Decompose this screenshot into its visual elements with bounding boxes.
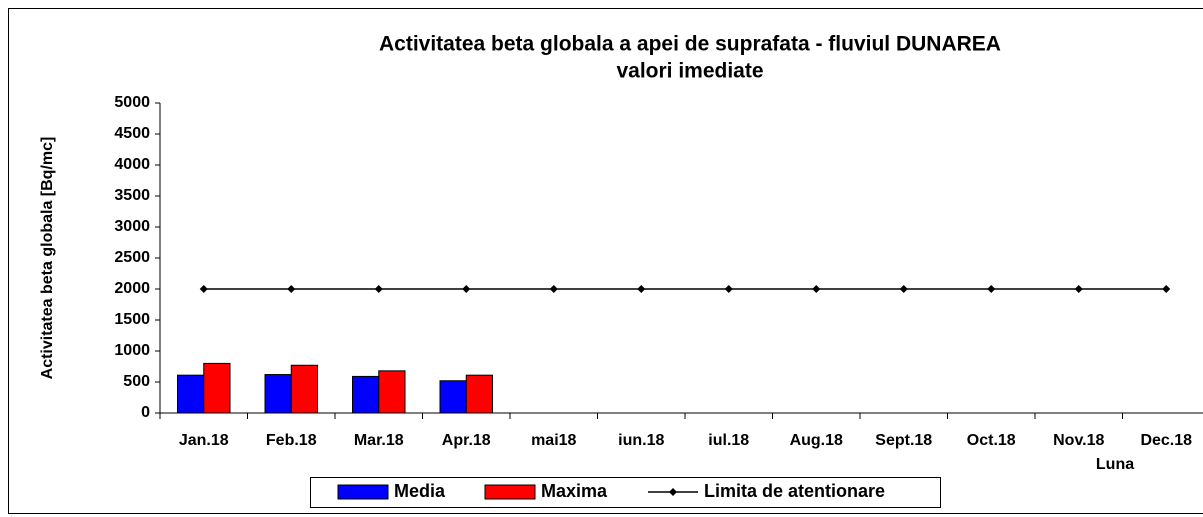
x-tick-label: iun.18 <box>618 432 664 449</box>
line-marker <box>1074 285 1083 293</box>
line-marker <box>462 285 471 293</box>
line-marker <box>899 285 908 293</box>
legend-swatch <box>669 488 677 496</box>
x-tick-label: Nov.18 <box>1053 432 1104 449</box>
line-marker <box>987 285 996 293</box>
y-tick-label: 5000 <box>114 94 150 111</box>
bar <box>439 380 467 414</box>
line-marker <box>1162 285 1171 293</box>
x-tick-label: iul.18 <box>708 432 749 449</box>
y-tick-label: 3000 <box>114 218 150 235</box>
legend-swatch <box>337 484 389 500</box>
y-axis-label: Activitatea beta globala [Bq/mc] <box>39 137 56 380</box>
line-marker <box>374 285 383 293</box>
line-marker <box>637 285 646 293</box>
line-marker <box>724 285 733 293</box>
x-axis-label: Luna <box>1096 456 1134 473</box>
bar <box>465 374 493 414</box>
x-tick-label: Oct.18 <box>967 432 1016 449</box>
x-tick-label: Aug.18 <box>790 432 843 449</box>
y-tick-label: 1500 <box>114 311 150 328</box>
y-tick-label: 0 <box>141 404 150 421</box>
y-tick-label: 4000 <box>114 156 150 173</box>
x-tick-label: Dec.18 <box>1140 432 1192 449</box>
y-tick-label: 4500 <box>114 125 150 142</box>
legend-box <box>310 477 941 508</box>
bar <box>352 375 380 414</box>
line-marker <box>812 285 821 293</box>
x-tick-label: Apr.18 <box>442 432 491 449</box>
x-tick-label: Mar.18 <box>354 432 404 449</box>
y-tick-label: 3500 <box>114 187 150 204</box>
x-tick-label: Feb.18 <box>266 432 317 449</box>
chart-frame <box>8 8 1203 514</box>
x-tick-label: mai18 <box>531 432 576 449</box>
x-tick-label: Jan.18 <box>179 432 229 449</box>
line-marker <box>199 285 208 293</box>
legend-label: Limita de atentionare <box>704 481 885 501</box>
x-tick-label: Sept.18 <box>875 432 932 449</box>
y-tick-label: 1000 <box>114 342 150 359</box>
bar <box>290 364 318 414</box>
bar <box>264 374 292 414</box>
bar <box>203 362 231 414</box>
legend-label: Media <box>394 481 446 501</box>
bar <box>177 374 205 414</box>
chart-subtitle: valori imediate <box>616 60 763 83</box>
line-marker <box>287 285 296 293</box>
y-tick-label: 2500 <box>114 249 150 266</box>
bar <box>378 370 406 414</box>
y-tick-label: 500 <box>123 373 150 390</box>
y-tick-label: 2000 <box>114 280 150 297</box>
line-marker <box>549 285 558 293</box>
chart-title: Activitatea beta globala a apei de supra… <box>379 33 1001 56</box>
legend-swatch <box>484 484 536 500</box>
legend-label: Maxima <box>541 481 608 501</box>
